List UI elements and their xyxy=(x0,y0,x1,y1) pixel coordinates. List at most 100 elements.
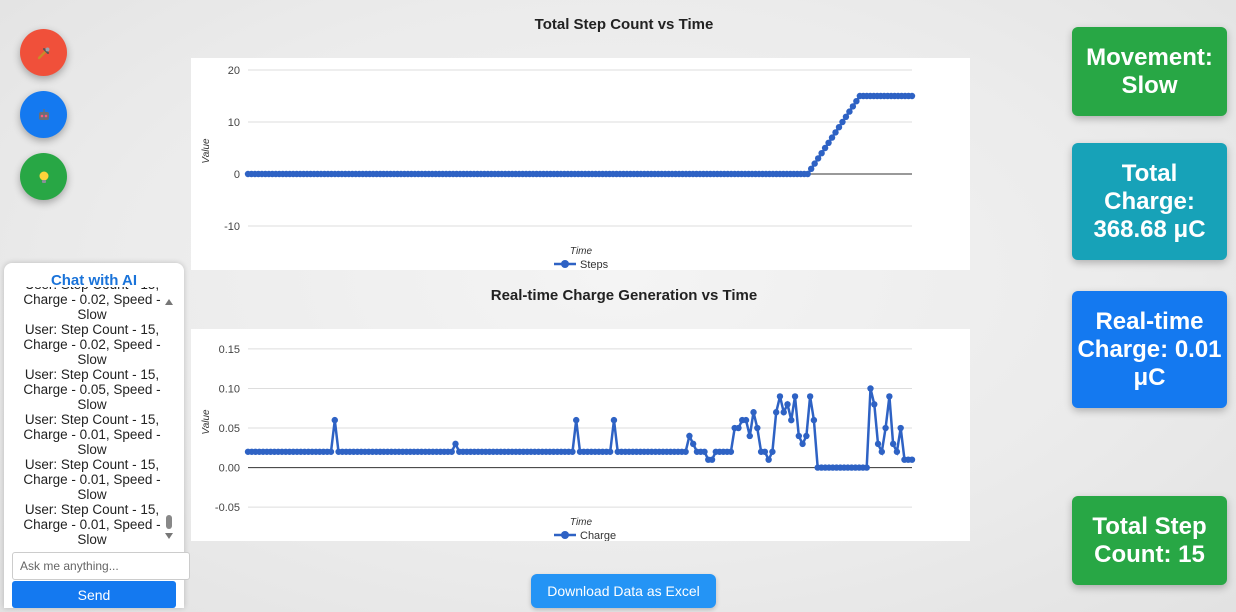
y-tick-label: 0.00 xyxy=(219,463,240,475)
data-point xyxy=(689,440,697,448)
data-point xyxy=(814,155,822,162)
data-point xyxy=(818,150,825,157)
data-point xyxy=(573,416,580,424)
scroll-thumb[interactable] xyxy=(166,515,172,529)
data-point xyxy=(853,98,860,105)
data-point xyxy=(331,416,338,424)
data-point xyxy=(878,448,886,455)
data-point xyxy=(686,432,693,440)
data-point xyxy=(806,393,814,400)
chart1-title: Total Step Count vs Time xyxy=(534,16,714,33)
data-point xyxy=(682,448,689,455)
legend-label: Charge xyxy=(580,530,616,541)
y-tick-label: 0.05 xyxy=(219,423,240,435)
data-point xyxy=(804,170,811,178)
y-tick-label: 10 xyxy=(228,117,240,129)
data-point xyxy=(765,456,772,463)
movement-card: Movement: Slow xyxy=(1072,27,1227,116)
data-point xyxy=(835,124,843,131)
data-point xyxy=(908,456,916,463)
data-point xyxy=(882,424,889,432)
x-axis-label: Time xyxy=(570,246,593,257)
data-point xyxy=(761,448,769,455)
data-point xyxy=(784,401,791,408)
data-point xyxy=(803,432,810,440)
data-point xyxy=(849,103,857,110)
steps-chart: 20 10 0 -10 Value Time Steps xyxy=(201,65,916,270)
chat-panel: Chat with AI User: Step Count - 15, Char… xyxy=(4,263,190,608)
data-point xyxy=(846,108,853,115)
y-axis-label: Value xyxy=(201,409,212,435)
y-tick-label: 0.10 xyxy=(219,383,240,395)
data-point xyxy=(867,385,874,392)
data-point xyxy=(754,424,761,432)
y-tick-label: -10 xyxy=(224,221,240,233)
chat-message: User: Step Count - 15, Charge - 0.02, Sp… xyxy=(23,287,161,322)
data-point xyxy=(810,416,818,424)
data-point xyxy=(769,448,776,455)
data-point xyxy=(452,440,459,448)
total-steps-card: Total Step Count: 15 xyxy=(1072,496,1227,585)
data-point xyxy=(448,448,455,455)
y-tick-label: 0 xyxy=(234,169,240,181)
data-point xyxy=(799,440,806,448)
data-point xyxy=(701,448,708,455)
data-point xyxy=(863,464,870,471)
data-point xyxy=(828,134,836,141)
tools-fab[interactable] xyxy=(20,29,67,76)
lightbulb-fab[interactable] xyxy=(20,153,67,200)
realtime-charge-card: Real-time Charge: 0.01 μC xyxy=(1072,291,1227,408)
data-point xyxy=(832,129,839,136)
data-point xyxy=(569,448,576,455)
data-point xyxy=(874,440,882,448)
chat-message: User: Step Count - 15, Charge - 0.01, Sp… xyxy=(23,457,161,502)
y-tick-label: -0.05 xyxy=(215,502,240,514)
chat-log[interactable]: User: Step Count - 15, Charge - 0.02, Sp… xyxy=(16,287,168,545)
chat-title: Chat with AI xyxy=(50,272,138,289)
data-point xyxy=(788,416,795,424)
data-point xyxy=(735,424,742,432)
total-charge-card: Total Charge: 368.68 μC xyxy=(1072,143,1227,260)
y-axis-label: Value xyxy=(201,138,212,164)
data-point xyxy=(727,448,735,455)
y-tick-label: 0.15 xyxy=(219,344,240,356)
y-tick-label: 20 xyxy=(228,65,240,77)
robot-fab[interactable] xyxy=(20,91,67,138)
chat-message: User: Step Count - 15, Charge - 0.02, Sp… xyxy=(23,322,161,367)
chart1-container: 20 10 0 -10 Value Time Steps xyxy=(191,58,970,270)
data-point xyxy=(889,440,897,448)
legend-label: Steps xyxy=(580,259,609,270)
chat-input[interactable] xyxy=(12,552,190,580)
legend-marker xyxy=(561,260,569,268)
data-point xyxy=(750,409,757,416)
data-point xyxy=(893,448,901,455)
chart2-container: 0.15 0.10 0.05 0.00 -0.05 Value Time Charge xyxy=(191,329,970,541)
data-point xyxy=(610,416,618,424)
data-point xyxy=(842,113,850,120)
lightbulb-icon xyxy=(39,171,48,183)
data-point xyxy=(795,432,803,440)
data-point xyxy=(708,456,716,463)
data-point xyxy=(742,416,750,424)
chat-message: User: Step Count - 15, Charge - 0.01, Sp… xyxy=(23,412,161,457)
download-excel-button[interactable]: Download Data as Excel xyxy=(531,574,716,608)
data-point xyxy=(811,160,818,167)
data-point xyxy=(780,409,787,416)
data-point xyxy=(776,393,784,400)
robot-icon xyxy=(38,108,49,120)
scroll-up-arrow[interactable] xyxy=(165,299,173,305)
data-point xyxy=(825,139,832,146)
chat-message: User: Step Count - 15, Charge - 0.05, Sp… xyxy=(23,367,161,412)
data-point xyxy=(791,393,799,400)
chart2-title: Real-time Charge Generation vs Time xyxy=(490,287,758,304)
data-point xyxy=(839,118,846,126)
legend-marker xyxy=(561,531,569,539)
data-point xyxy=(807,165,815,172)
chat-message: User: Step Count - 15, Charge - 0.01, Sp… xyxy=(23,502,161,545)
data-point xyxy=(746,432,753,440)
send-button[interactable]: Send xyxy=(12,581,176,608)
charge-chart: 0.15 0.10 0.05 0.00 -0.05 Value Time Charge xyxy=(201,344,916,541)
data-point xyxy=(871,401,878,408)
x-axis-label: Time xyxy=(570,517,593,528)
scroll-down-arrow[interactable] xyxy=(165,533,173,539)
